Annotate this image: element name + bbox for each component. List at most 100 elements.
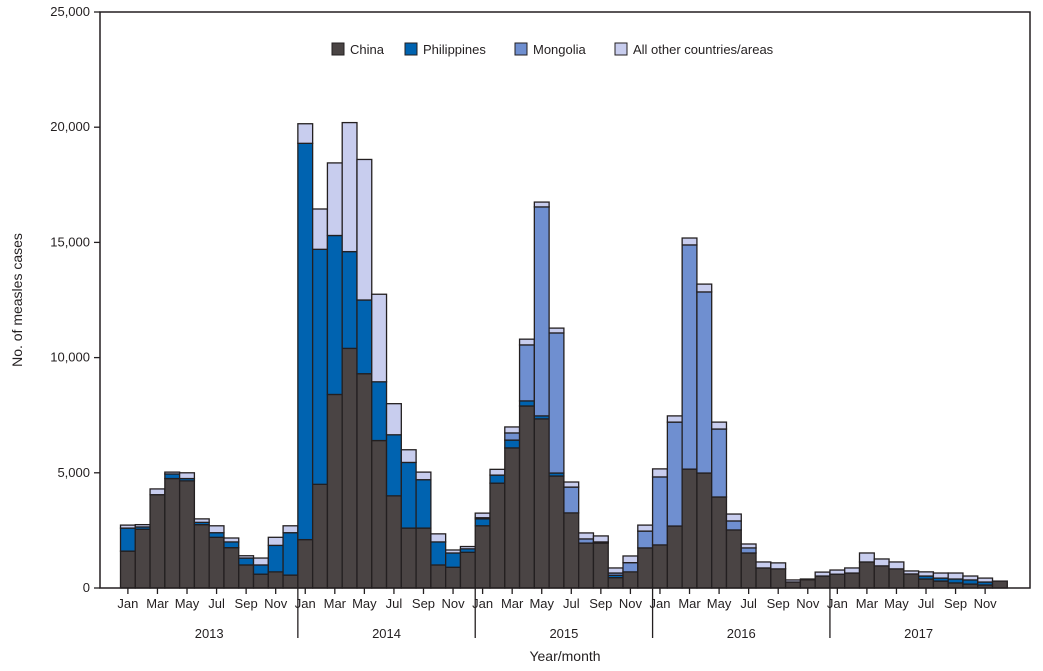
bar-china-32 <box>592 542 609 589</box>
bar-china-42 <box>740 552 757 589</box>
bar-china-20 <box>415 527 432 589</box>
x-tick-label: Mar <box>678 596 701 611</box>
legend-label: All other countries/areas <box>633 42 774 57</box>
bar-mongolia-26 <box>504 432 521 441</box>
bar-all-other-countries-areas-58 <box>977 577 994 583</box>
bar-all-other-countries-areas-43 <box>755 561 772 569</box>
bar-china-21 <box>430 564 447 589</box>
bar-all-other-countries-areas-7 <box>223 537 240 543</box>
bar-all-other-countries-areas-11 <box>282 525 299 534</box>
x-tick-label: Jul <box>208 596 225 611</box>
legend-swatch <box>514 42 528 56</box>
plot-frame <box>99 11 1031 589</box>
bar-philippines-7 <box>223 541 240 549</box>
bar-mongolia-30 <box>563 486 580 514</box>
bar-china-24 <box>474 525 491 589</box>
bar-china-8 <box>238 564 255 589</box>
bar-all-other-countries-areas-42 <box>740 543 757 549</box>
bar-philippines-18 <box>385 434 402 497</box>
bar-philippines-3 <box>164 473 181 480</box>
bar-all-other-countries-areas-36 <box>651 468 669 478</box>
bar-all-other-countries-areas-44 <box>770 562 787 570</box>
bar-all-other-countries-areas-21 <box>430 533 447 543</box>
bar-philippines-27 <box>518 400 535 407</box>
bar-all-other-countries-areas-23 <box>459 545 476 550</box>
bar-mongolia-28 <box>533 206 550 417</box>
bar-china-54 <box>917 578 935 589</box>
bar-china-52 <box>888 568 905 589</box>
bar-mongolia-36 <box>651 476 669 546</box>
x-tick-label: Jan <box>827 596 848 611</box>
x-tick-label: Jul <box>740 596 757 611</box>
bar-china-43 <box>755 567 772 589</box>
bar-philippines-15 <box>341 250 358 350</box>
bar-china-4 <box>178 480 196 589</box>
bar-china-3 <box>164 477 181 589</box>
bars-layer <box>119 121 1008 589</box>
legend-label: Philippines <box>423 42 486 57</box>
bar-philippines-19 <box>400 461 417 529</box>
x-tick-label: Jul <box>918 596 935 611</box>
bar-mongolia-39 <box>696 291 713 474</box>
bar-all-other-countries-areas-51 <box>873 558 890 567</box>
x-tick-label: Jul <box>386 596 403 611</box>
bar-all-other-countries-areas-31 <box>578 532 595 540</box>
bar-mongolia-35 <box>637 530 654 549</box>
bar-all-other-countries-areas-33 <box>607 567 624 574</box>
bar-philippines-24 <box>474 518 491 527</box>
bar-all-other-countries-areas-6 <box>208 525 225 534</box>
x-tick-label: Sep <box>944 596 967 611</box>
bar-philippines-6 <box>208 532 225 538</box>
year-label: 2014 <box>372 626 401 641</box>
bar-china-19 <box>400 527 417 589</box>
bar-china-44 <box>770 568 787 589</box>
x-tick-label: Nov <box>619 596 643 611</box>
bar-china-17 <box>371 439 388 589</box>
y-tick-label: 5,000 <box>57 465 90 480</box>
bar-china-41 <box>725 529 742 589</box>
bar-china-51 <box>873 565 890 589</box>
bar-philippines-8 <box>238 557 255 566</box>
legend-swatch <box>331 42 345 56</box>
bar-all-other-countries-areas-32 <box>592 535 609 543</box>
bar-all-other-countries-areas-26 <box>504 426 521 434</box>
x-tick-label: Sep <box>589 596 612 611</box>
bar-all-other-countries-areas-2 <box>149 488 166 496</box>
bar-all-other-countries-areas-40 <box>711 421 728 430</box>
bar-china-7 <box>223 547 240 589</box>
x-axis-label: Year/month <box>529 648 600 664</box>
bar-all-other-countries-areas-52 <box>888 561 905 570</box>
y-tick-label: 15,000 <box>50 234 90 249</box>
bar-all-other-countries-areas-9 <box>252 557 269 566</box>
bar-all-other-countries-areas-56 <box>947 572 964 580</box>
y-tick-label: 10,000 <box>50 350 90 365</box>
bar-all-other-countries-areas-47 <box>814 571 831 577</box>
bar-china-48 <box>829 573 846 589</box>
bar-mongolia-42 <box>740 547 757 554</box>
x-tick-label: May <box>707 596 732 611</box>
bar-china-36 <box>651 544 669 589</box>
bar-china-55 <box>932 580 949 589</box>
legend-swatch <box>404 42 418 56</box>
bar-china-16 <box>356 373 373 589</box>
bar-all-other-countries-areas-18 <box>385 403 402 436</box>
legend-swatch <box>614 42 628 56</box>
bar-all-other-countries-areas-53 <box>903 570 920 575</box>
bar-all-other-countries-areas-15 <box>341 121 358 253</box>
bar-china-6 <box>208 536 225 589</box>
bar-china-5 <box>193 523 210 589</box>
bar-all-other-countries-areas-28 <box>533 201 550 208</box>
bar-mongolia-38 <box>681 244 698 470</box>
bar-china-33 <box>607 576 624 589</box>
bar-all-other-countries-areas-37 <box>666 415 683 423</box>
bar-china-59 <box>991 580 1008 589</box>
bar-china-28 <box>533 418 550 589</box>
bar-philippines-25 <box>489 474 506 484</box>
bar-china-30 <box>563 512 580 589</box>
bar-china-0 <box>119 550 136 589</box>
bar-china-31 <box>578 542 595 589</box>
bar-china-40 <box>711 496 728 589</box>
bar-all-other-countries-areas-19 <box>400 449 417 464</box>
bar-philippines-22 <box>445 552 462 568</box>
